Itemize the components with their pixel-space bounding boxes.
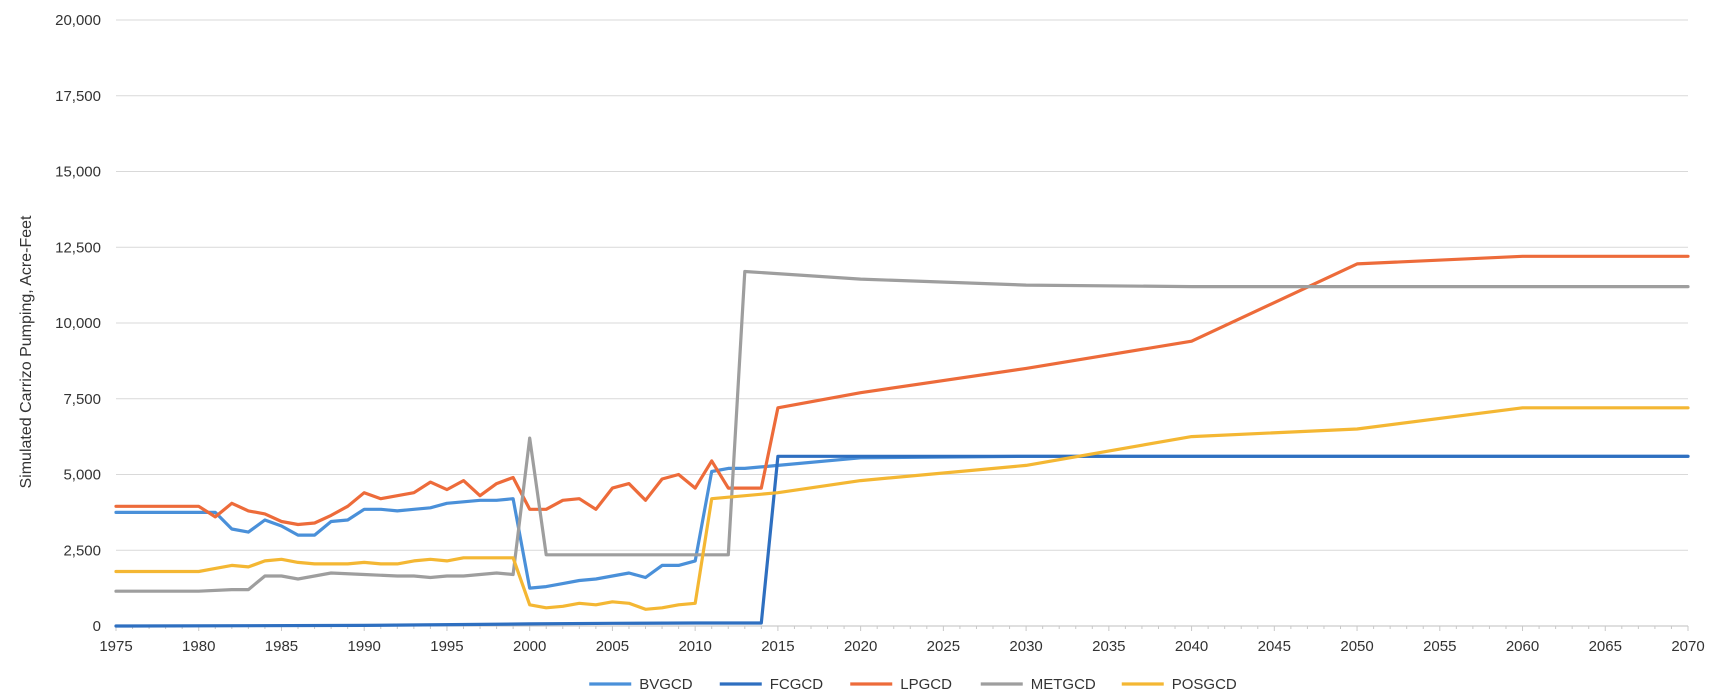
y-axis-title: Simulated Carrizo Pumping, Acre-Feet bbox=[18, 215, 35, 489]
x-tick-label: 1975 bbox=[99, 638, 132, 655]
series-line-metgcd bbox=[114, 269, 1690, 593]
legend-item-posgcd: POSGCD bbox=[1121, 676, 1237, 693]
legend: BVGCD FCGCD LPGCD METGCD POSGCD bbox=[589, 676, 1237, 693]
y-tick-label: 7,500 bbox=[63, 391, 101, 408]
y-tick-label: 17,500 bbox=[55, 88, 101, 105]
x-tick-label: 2050 bbox=[1340, 638, 1373, 655]
series-line-lpgcd bbox=[114, 254, 1690, 527]
series-line-bvgcd bbox=[114, 454, 1690, 590]
legend-label: POSGCD bbox=[1172, 676, 1237, 693]
x-tick-label: 1985 bbox=[265, 638, 298, 655]
x-tick-label: 2055 bbox=[1423, 638, 1456, 655]
y-tick-label: 12,500 bbox=[55, 239, 101, 256]
x-tick-label: 2000 bbox=[513, 638, 546, 655]
x-tick-label: 2025 bbox=[927, 638, 960, 655]
legend-label: LPGCD bbox=[900, 676, 952, 693]
legend-label: METGCD bbox=[1031, 676, 1096, 693]
y-tick-label: 10,000 bbox=[55, 315, 101, 332]
legend-label: BVGCD bbox=[639, 676, 693, 693]
legend-item-lpgcd: LPGCD bbox=[850, 676, 952, 693]
legend-label: FCGCD bbox=[770, 676, 823, 693]
x-tick-label: 1990 bbox=[348, 638, 381, 655]
x-tick-label: 2015 bbox=[761, 638, 794, 655]
series-line-fcgcd bbox=[114, 454, 1690, 628]
x-tick-label: 2010 bbox=[678, 638, 711, 655]
y-tick-label: 0 bbox=[93, 618, 101, 635]
y-tick-label: 5,000 bbox=[63, 467, 101, 484]
grid-lines bbox=[116, 19, 1688, 551]
x-tick-label: 2065 bbox=[1589, 638, 1622, 655]
x-tick-label: 2060 bbox=[1506, 638, 1539, 655]
x-tick-label: 1980 bbox=[182, 638, 215, 655]
series-lines bbox=[114, 254, 1690, 628]
x-tick-label: 2040 bbox=[1175, 638, 1208, 655]
legend-item-metgcd: METGCD bbox=[980, 676, 1096, 693]
y-tick-label: 20,000 bbox=[55, 12, 101, 29]
x-tick-label: 2070 bbox=[1671, 638, 1704, 655]
y-tick-label: 15,000 bbox=[55, 164, 101, 181]
x-tick-label: 2030 bbox=[1009, 638, 1042, 655]
x-tick-label: 2035 bbox=[1092, 638, 1125, 655]
legend-item-fcgcd: FCGCD bbox=[719, 676, 823, 693]
x-tick-label: 2005 bbox=[596, 638, 629, 655]
x-tick-label: 2045 bbox=[1258, 638, 1291, 655]
legend-item-bvgcd: BVGCD bbox=[589, 676, 693, 693]
x-axis-tick-labels: 1975 1980 1985 1990 1995 2000 2005 2010 2015 2020… bbox=[99, 638, 1704, 655]
x-tick-label: 1995 bbox=[430, 638, 463, 655]
series-line-posgcd bbox=[114, 406, 1690, 611]
y-tick-label: 2,500 bbox=[63, 542, 101, 559]
y-axis-tick-labels: 0 2,500 5,000 7,500 10,000 12,500 15,000 17,500… bbox=[55, 12, 101, 635]
x-tick-label: 2020 bbox=[844, 638, 877, 655]
